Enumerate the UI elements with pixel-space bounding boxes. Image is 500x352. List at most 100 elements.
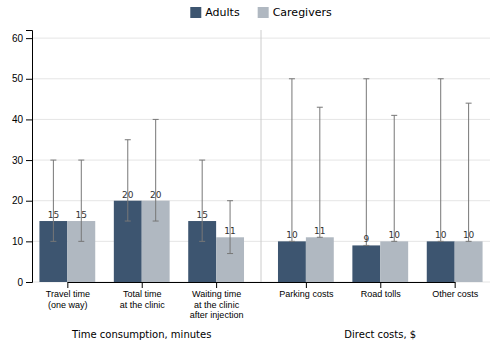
x-tick-label: Travel time(one way): [46, 289, 90, 309]
error-bar: [202, 160, 203, 241]
error-bars: [78, 103, 471, 253]
data-label: 15: [76, 210, 87, 220]
data-label: 10: [435, 230, 447, 240]
x-tick: Other costs: [432, 282, 479, 299]
x-tick-label: Road tolls: [361, 289, 402, 299]
x-tick-mark: [306, 282, 307, 288]
annotations: Time consumption, minutes Direct costs, $: [71, 329, 416, 340]
bar: [306, 237, 334, 282]
y-tick: 50: [12, 73, 32, 84]
y-tick-mark: [26, 79, 32, 80]
section-separator: [261, 30, 262, 282]
x-tick-label-line: (one way): [48, 300, 88, 310]
error-cap-lower: [438, 241, 444, 242]
y-tick-mark: [26, 201, 32, 202]
y-tick: 40: [12, 114, 32, 125]
error-cap-lower: [227, 253, 233, 254]
error-cap-lower: [153, 221, 159, 222]
data-label: 10: [388, 230, 400, 240]
x-tick-mark: [380, 282, 381, 288]
y-tick-label: 20: [12, 195, 24, 206]
y-tick-label: 10: [12, 236, 24, 247]
error-cap-upper: [78, 160, 84, 161]
x-tick: Parking costs: [279, 282, 334, 299]
legend-swatch: [258, 7, 269, 18]
section-label: Direct costs, $: [344, 329, 416, 340]
bar: [380, 241, 408, 282]
x-tick-label: Parking costs: [279, 289, 334, 299]
error-cap-lower: [199, 241, 205, 242]
x-tick-label-line: Total time: [123, 289, 162, 299]
y-tick: 0: [17, 277, 32, 288]
error-bar: [127, 140, 128, 221]
x-tick-label: Other costs: [432, 289, 479, 299]
y-tick-label: 50: [12, 73, 24, 84]
marks: [39, 79, 482, 282]
error-bar: [319, 107, 320, 237]
x-tick-label-line: Travel time: [46, 289, 90, 299]
legend-item: Caregivers: [258, 6, 332, 19]
chart: 0102030405060Travel time(one way)Total t…: [0, 0, 500, 352]
data-label: 9: [363, 234, 369, 244]
error-cap-upper: [153, 119, 159, 120]
x-tick-label-line: at the clinic: [194, 300, 240, 310]
bar: [455, 241, 483, 282]
x-tick-mark: [142, 282, 143, 288]
y-tick-label: 40: [12, 114, 24, 125]
error-cap-lower: [50, 241, 56, 242]
y-tick-mark: [26, 38, 32, 39]
error-cap-upper: [438, 78, 444, 79]
error-cap-lower: [466, 241, 472, 242]
x-tick-label-line: Other costs: [432, 289, 479, 299]
x-tick-label-line: at the clinic: [120, 300, 166, 310]
y-axis: 0102030405060: [12, 31, 33, 288]
x-tick-label-line: Waiting time: [192, 289, 241, 299]
x-tick-label-line: Parking costs: [279, 289, 334, 299]
x-axis-line: [68, 282, 455, 283]
data-label: 15: [196, 210, 207, 220]
x-tick-label: Total timeat the clinic: [120, 289, 166, 309]
series: [39, 201, 454, 282]
error-bar: [468, 103, 469, 241]
error-bar: [440, 79, 441, 242]
data-label: 20: [122, 190, 134, 200]
bar: [427, 241, 455, 282]
x-tick-mark: [216, 282, 217, 288]
y-tick-mark: [26, 241, 32, 242]
data-label: 11: [314, 226, 325, 236]
legend-item: Adults: [190, 6, 240, 19]
x-tick-mark: [455, 282, 456, 288]
y-tick-mark: [26, 160, 32, 161]
y-tick: 10: [12, 236, 32, 247]
plot: 0102030405060Travel time(one way)Total t…: [12, 30, 490, 340]
error-cap-lower: [363, 245, 369, 246]
bar: [352, 245, 380, 282]
legend: Adults Caregivers: [190, 6, 332, 19]
y-tick: 30: [12, 155, 32, 166]
error-bars: [50, 79, 443, 246]
series: [67, 201, 482, 282]
error-cap-upper: [125, 139, 131, 140]
error-cap-upper: [289, 78, 295, 79]
error-cap-upper: [466, 103, 472, 104]
legend-swatch: [190, 7, 201, 18]
section-label: Time consumption, minutes: [71, 329, 211, 340]
error-cap-lower: [78, 241, 84, 242]
error-bar: [155, 119, 156, 221]
x-tick: Road tolls: [361, 282, 402, 299]
data-labels: 15201510910152011111010: [48, 190, 475, 245]
error-cap-lower: [125, 221, 131, 222]
data-label: 15: [48, 210, 59, 220]
x-tick: Total timeat the clinic: [120, 282, 166, 310]
error-cap-lower: [391, 241, 397, 242]
error-cap-upper: [50, 160, 56, 161]
x-axis: Travel time(one way)Total timeat the cli…: [46, 282, 479, 320]
error-bar: [81, 160, 82, 241]
error-bar: [53, 160, 54, 241]
error-cap-lower: [317, 237, 323, 238]
error-bar: [291, 79, 292, 242]
error-cap-upper: [391, 115, 397, 116]
y-tick: 20: [12, 195, 32, 206]
data-label: 20: [150, 190, 162, 200]
error-cap-upper: [363, 78, 369, 79]
